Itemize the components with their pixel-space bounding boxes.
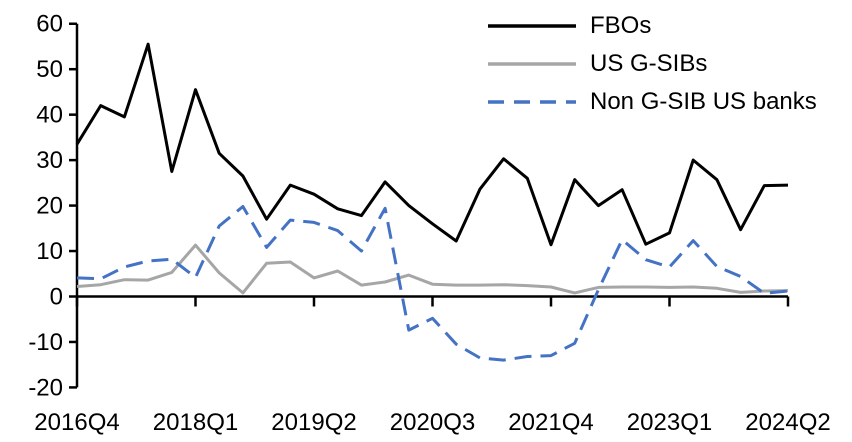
y-axis-tick-label: 30 [36, 147, 63, 174]
legend-item-us-gsibs: US G-SIBs [488, 45, 817, 83]
legend-line-swatch-us-gsibs [488, 62, 576, 66]
x-axis-tick-label: 2024Q2 [745, 409, 830, 436]
y-axis-tick-label: -10 [28, 329, 63, 356]
legend: FBOs US G-SIBs Non G-SIB US banks [488, 7, 817, 121]
y-axis-tick-label: 20 [36, 193, 63, 220]
x-axis-tick-label: 2019Q2 [271, 409, 356, 436]
y-axis-tick-label: 40 [36, 102, 63, 129]
legend-line-swatch-non-gsib-us-banks [488, 100, 576, 104]
legend-label-non-gsib-us-banks: Non G-SIB US banks [590, 88, 817, 115]
legend-label-us-gsibs: US G-SIBs [590, 50, 708, 77]
series-line-1 [76, 243, 789, 295]
legend-line-swatch-fbos [488, 24, 576, 28]
legend-item-fbos: FBOs [488, 7, 817, 45]
series-line-0 [75, 42, 789, 247]
legend-item-non-gsib-us-banks: Non G-SIB US banks [488, 83, 817, 121]
y-axis-tick-label: 0 [50, 284, 63, 311]
y-axis-tick-label: 60 [36, 11, 63, 38]
x-axis-tick-label: 2016Q4 [34, 409, 119, 436]
x-axis-tick-label: 2018Q1 [153, 409, 238, 436]
legend-label-fbos: FBOs [590, 12, 652, 39]
y-axis-tick-label: -20 [28, 374, 63, 401]
x-axis-tick-label: 2023Q1 [627, 409, 712, 436]
y-axis-tick-label: 10 [36, 238, 63, 265]
y-axis-tick-label: 50 [36, 56, 63, 83]
x-axis-tick-label: 2020Q3 [390, 409, 475, 436]
x-axis-tick-label: 2021Q4 [508, 409, 593, 436]
series-line-2 [76, 205, 789, 362]
